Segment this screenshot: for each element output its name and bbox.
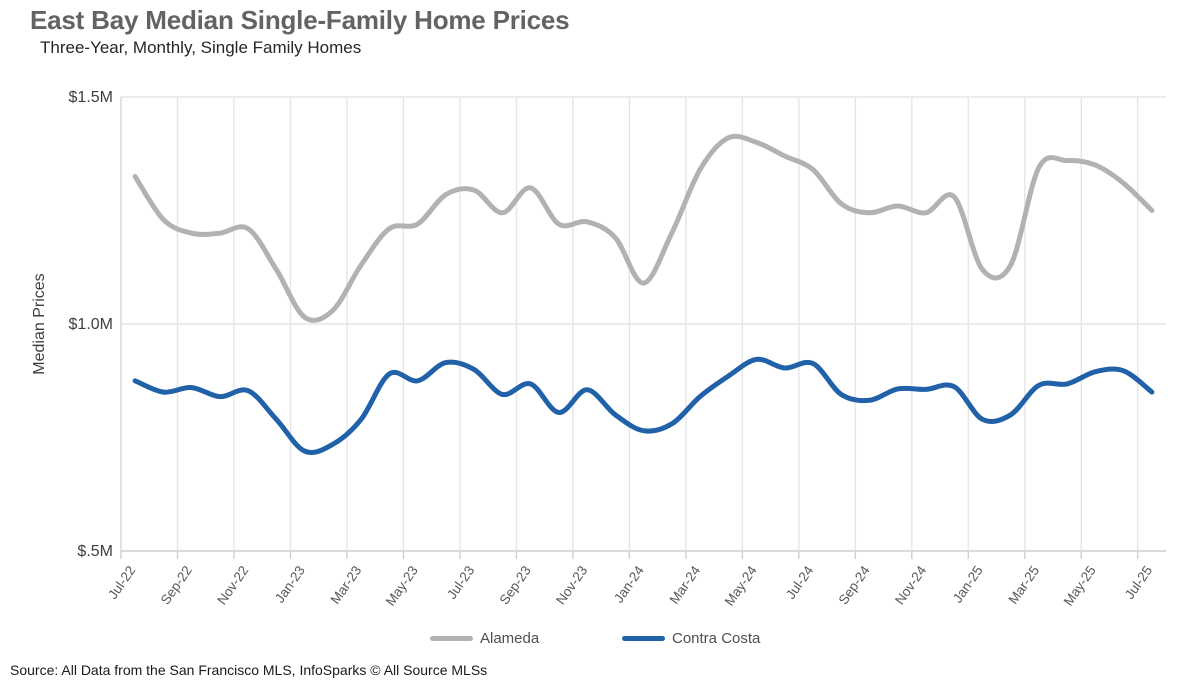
x-tick-label: Jul-24 xyxy=(783,563,817,602)
legend-item-alameda: Alameda xyxy=(430,629,539,647)
chart-subtitle: Three-Year, Monthly, Single Family Homes xyxy=(40,38,362,57)
axis-layer: $1.5M $1.0M $.5M Jul-22 Sep-22 Nov-22 Jan-23 Ma… xyxy=(69,89,1156,609)
y-tick-label: $1.0M xyxy=(69,316,113,333)
legend-item-contra-costa: Contra Costa xyxy=(622,629,760,647)
legend-label-alameda: Alameda xyxy=(480,629,540,647)
y-tick-label: $.5M xyxy=(77,543,113,560)
x-tick-label: Sep-23 xyxy=(497,563,534,607)
y-axis-title: Median Prices xyxy=(31,273,48,374)
x-tick-label: Jul-23 xyxy=(444,563,477,602)
legend-swatch-alameda xyxy=(430,635,473,641)
x-tick-label: Jan-24 xyxy=(611,563,647,606)
x-tick-label: Mar-25 xyxy=(1005,563,1042,607)
legend-swatch-contra-costa xyxy=(622,635,665,641)
legend-label-contra-costa: Contra Costa xyxy=(672,629,761,647)
grid-layer xyxy=(120,96,1166,552)
x-tick-label: May-24 xyxy=(722,563,760,609)
x-tick-label: May-25 xyxy=(1061,563,1099,608)
x-tick-label: Jan-25 xyxy=(950,563,986,605)
x-tick-label: Nov-22 xyxy=(214,563,251,607)
x-tick-label: Nov-23 xyxy=(553,563,590,607)
alameda-series-line xyxy=(132,133,1155,323)
x-tick-label: Mar-24 xyxy=(667,563,704,607)
x-tick-label: Jul-25 xyxy=(1122,563,1155,602)
contra-costa-series-line xyxy=(132,356,1155,456)
y-tick-label: $1.5M xyxy=(69,89,113,106)
x-tick-label: Jul-22 xyxy=(105,563,138,602)
x-tick-label: Sep-22 xyxy=(158,563,195,607)
x-tick-label: Nov-24 xyxy=(892,563,930,608)
chart-title: East Bay Median Single-Family Home Price… xyxy=(30,5,570,35)
source-note: Source: All Data from the San Francisco … xyxy=(10,662,488,678)
x-tick-label: Jan-23 xyxy=(272,563,308,605)
x-tick-label: May-23 xyxy=(383,563,421,608)
x-tick-label: Sep-24 xyxy=(836,563,874,608)
x-tick-label: Mar-23 xyxy=(328,563,365,607)
